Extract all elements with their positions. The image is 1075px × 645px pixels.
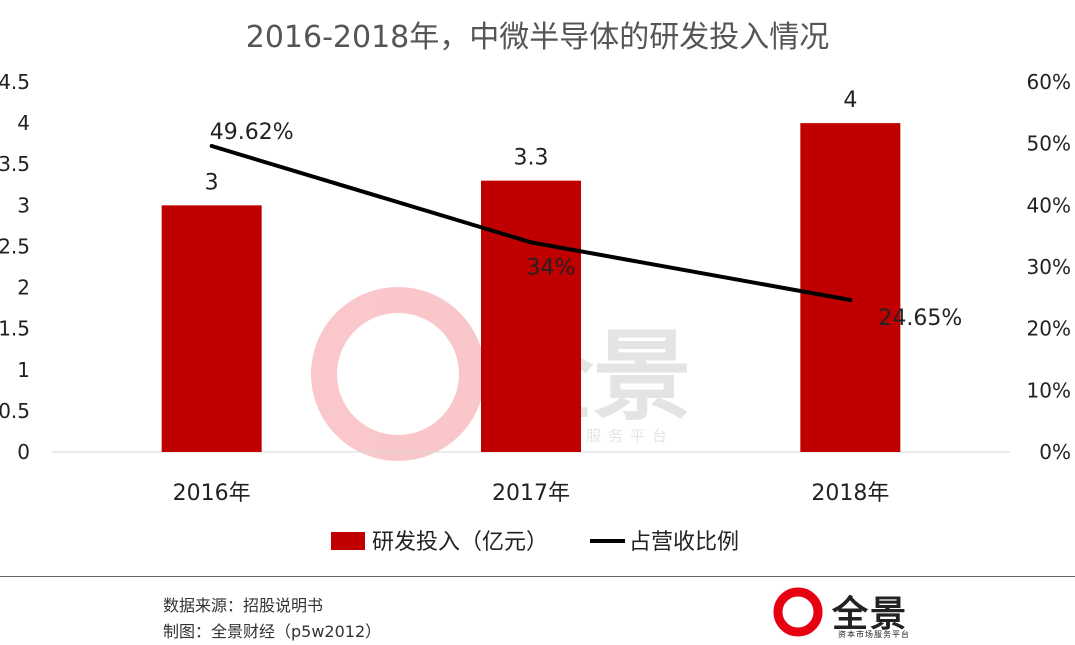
y-left-tick-label: 0 (17, 440, 30, 464)
legend-swatch-bar (331, 532, 365, 550)
y-left-tick-label: 4 (17, 111, 30, 135)
line-value-label: 34% (527, 255, 576, 280)
brand-logo-icon (773, 587, 823, 637)
footer-divider (0, 576, 1075, 577)
y-right-tick-label: 60% (1027, 70, 1071, 94)
y-right-tick-label: 30% (1027, 255, 1071, 279)
y-axis-left: 0 0.5 1 1.5 2 2.5 3 3.5 4 4.5 (0, 70, 30, 464)
bar-value-label: 3.3 (514, 146, 549, 171)
y-left-tick-label: 1.5 (0, 317, 30, 341)
legend: 研发投入（亿元） 占营收比例 (331, 530, 739, 555)
bar-1 (481, 180, 581, 452)
y-left-tick-label: 2 (17, 276, 30, 300)
footer-credit: 制图：全景财经（p5w2012） (163, 622, 382, 641)
line-value-label: 24.65% (878, 306, 962, 331)
line-series (209, 144, 853, 302)
bar-2 (800, 123, 901, 452)
bar-data-labels: 33.34 (205, 88, 858, 195)
bar-value-label: 4 (843, 88, 857, 113)
bar-value-label: 3 (205, 170, 219, 195)
x-axis-ticks: 2016年 2017年 2018年 (173, 481, 890, 506)
y-axis-right: 0% 10% 20% 30% 40% 50% 60% (1027, 70, 1071, 464)
legend-label-bar: 研发投入（亿元） (372, 530, 548, 555)
y-left-tick-label: 0.5 (0, 399, 30, 423)
x-tick-label: 2016年 (173, 481, 251, 506)
line-point-2 (848, 297, 853, 302)
y-left-tick-label: 3 (17, 193, 30, 217)
line-data-labels: 49.62% 34% 24.65% (210, 120, 963, 331)
brand-subtitle: 资本市场服务平台 (838, 630, 910, 639)
line-point-1 (529, 240, 533, 245)
footer-source: 数据来源：招股说明书 (163, 596, 324, 615)
y-left-tick-label: 4.5 (0, 70, 30, 94)
legend-label-line: 占营收比例 (629, 530, 739, 555)
y-right-tick-label: 20% (1027, 317, 1071, 341)
watermark-logo (311, 287, 485, 461)
chart-area: 全景 资本市场服务平台 00.511.522.533.544.5 0%10%20… (0, 70, 1071, 555)
y-left-tick-label: 3.5 (0, 152, 30, 176)
y-right-tick-label: 50% (1027, 132, 1071, 156)
y-left-tick-label: 1 (17, 358, 30, 382)
brand-name: 全景 (832, 594, 909, 635)
chart-title: 2016-2018年，中微半导体的研发投入情况 (245, 20, 830, 55)
y-right-tick-label: 40% (1027, 193, 1071, 217)
bar-series (161, 123, 901, 452)
x-tick-label: 2018年 (811, 481, 889, 506)
y-left-tick-label: 2.5 (0, 234, 30, 258)
bar-0 (161, 205, 262, 452)
line-value-label: 49.62% (210, 120, 294, 145)
x-tick-label: 2017年 (492, 481, 570, 506)
y-right-tick-label: 10% (1027, 378, 1071, 402)
line-point-0 (209, 144, 214, 149)
y-right-tick-label: 0% (1039, 440, 1071, 464)
